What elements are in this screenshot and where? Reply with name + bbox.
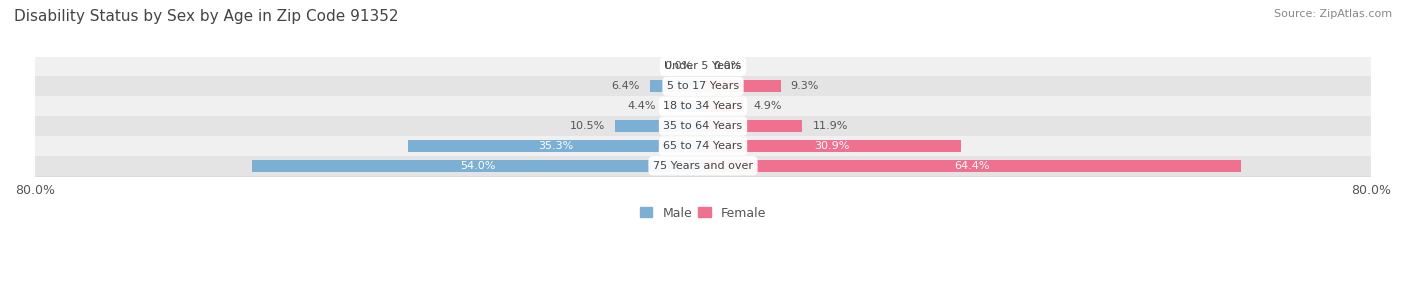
Text: 6.4%: 6.4%: [612, 81, 640, 91]
Bar: [35, 156, 1371, 176]
Text: Disability Status by Sex by Age in Zip Code 91352: Disability Status by Sex by Age in Zip C…: [14, 9, 398, 24]
Text: 9.3%: 9.3%: [790, 81, 820, 91]
Bar: [252, 160, 703, 172]
Bar: [703, 160, 1240, 172]
Bar: [35, 136, 1371, 156]
Text: 4.9%: 4.9%: [754, 101, 782, 111]
Legend: Male, Female: Male, Female: [636, 202, 770, 225]
Bar: [703, 100, 744, 112]
Text: 54.0%: 54.0%: [460, 161, 495, 171]
Text: 35.3%: 35.3%: [538, 141, 574, 151]
Bar: [35, 96, 1371, 116]
Text: 35 to 64 Years: 35 to 64 Years: [664, 121, 742, 131]
Text: 0.0%: 0.0%: [665, 61, 693, 71]
Text: 30.9%: 30.9%: [814, 141, 849, 151]
Bar: [35, 116, 1371, 136]
Bar: [650, 80, 703, 92]
Bar: [616, 120, 703, 132]
Bar: [703, 140, 962, 152]
Text: Under 5 Years: Under 5 Years: [665, 61, 741, 71]
Bar: [35, 76, 1371, 96]
Text: 5 to 17 Years: 5 to 17 Years: [666, 81, 740, 91]
Text: 10.5%: 10.5%: [569, 121, 606, 131]
Text: 0.0%: 0.0%: [713, 61, 741, 71]
Text: 64.4%: 64.4%: [955, 161, 990, 171]
Text: 11.9%: 11.9%: [813, 121, 848, 131]
Bar: [703, 80, 780, 92]
Bar: [703, 120, 803, 132]
Text: 18 to 34 Years: 18 to 34 Years: [664, 101, 742, 111]
Text: 4.4%: 4.4%: [627, 101, 657, 111]
Text: 65 to 74 Years: 65 to 74 Years: [664, 141, 742, 151]
Bar: [666, 100, 703, 112]
Bar: [408, 140, 703, 152]
Bar: [35, 57, 1371, 76]
Text: 75 Years and over: 75 Years and over: [652, 161, 754, 171]
Text: Source: ZipAtlas.com: Source: ZipAtlas.com: [1274, 9, 1392, 19]
